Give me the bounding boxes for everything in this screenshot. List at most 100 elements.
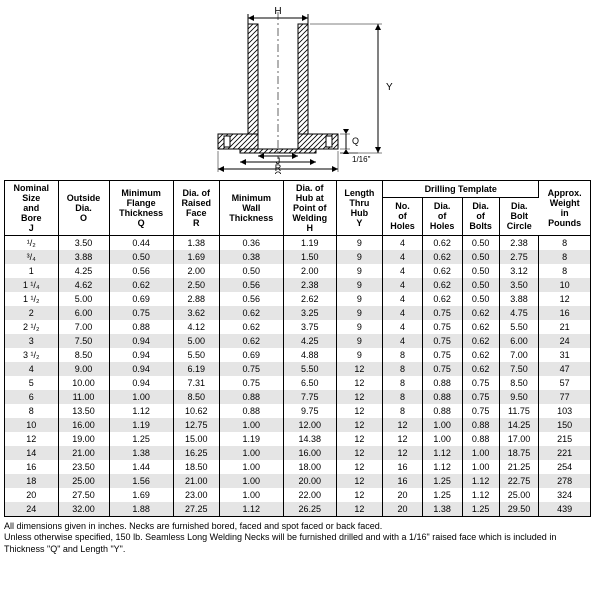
table-cell: 1.00 bbox=[219, 418, 283, 432]
table-cell: 254 bbox=[539, 460, 591, 474]
table-cell: 3.12 bbox=[499, 264, 539, 278]
table-cell: 0.94 bbox=[109, 348, 173, 362]
table-cell: 0.75 bbox=[462, 404, 499, 418]
table-cell: 2.00 bbox=[173, 264, 219, 278]
table-cell: 0.50 bbox=[219, 264, 283, 278]
table-cell: 439 bbox=[539, 502, 591, 517]
table-cell: 22.75 bbox=[499, 474, 539, 488]
table-cell: 1.50 bbox=[283, 250, 336, 264]
table-cell: 0.75 bbox=[219, 362, 283, 376]
table-cell: 23.50 bbox=[58, 460, 109, 474]
table-cell: 12 bbox=[336, 376, 383, 390]
table-cell: 11.75 bbox=[499, 404, 539, 418]
table-cell: 0.62 bbox=[219, 320, 283, 334]
table-cell: 2 bbox=[5, 306, 59, 320]
table-cell: 1.69 bbox=[173, 250, 219, 264]
table-cell: 278 bbox=[539, 474, 591, 488]
table-header: NominalSizeandBoreJ OutsideDia.O Minimum… bbox=[5, 181, 591, 236]
welding-neck-diagram: H Y Q 1/16" J R O bbox=[168, 4, 428, 174]
table-row: 813.501.1210.620.889.751280.880.7511.751… bbox=[5, 404, 591, 418]
table-cell: 0.69 bbox=[219, 348, 283, 362]
table-cell: 0.50 bbox=[109, 250, 173, 264]
table-cell: 8 bbox=[5, 404, 59, 418]
table-cell: 25.00 bbox=[499, 488, 539, 502]
table-cell: 2.38 bbox=[499, 236, 539, 251]
table-cell: 12 bbox=[336, 432, 383, 446]
table-cell: 15.00 bbox=[173, 432, 219, 446]
table-cell: 1.00 bbox=[422, 418, 462, 432]
table-cell: 13.50 bbox=[58, 404, 109, 418]
table-cell: 9.75 bbox=[283, 404, 336, 418]
table-cell: 18 bbox=[5, 474, 59, 488]
table-cell: 4 bbox=[5, 362, 59, 376]
table-cell: 9 bbox=[336, 278, 383, 292]
table-cell: 11.00 bbox=[58, 390, 109, 404]
table-cell: 0.50 bbox=[462, 250, 499, 264]
table-cell: 29.50 bbox=[499, 502, 539, 517]
table-row: ³/₄3.880.501.690.381.50940.620.502.758 bbox=[5, 250, 591, 264]
table-cell: 6 bbox=[5, 390, 59, 404]
table-cell: 12 bbox=[383, 432, 423, 446]
table-cell: 5.50 bbox=[283, 362, 336, 376]
table-cell: 2.00 bbox=[283, 264, 336, 278]
table-cell: 0.62 bbox=[422, 292, 462, 306]
table-cell: 1.00 bbox=[219, 488, 283, 502]
table-cell: 1.12 bbox=[422, 446, 462, 460]
table-cell: 103 bbox=[539, 404, 591, 418]
table-cell: 1 ¹/₂ bbox=[5, 292, 59, 306]
table-cell: 0.62 bbox=[422, 264, 462, 278]
table-cell: 150 bbox=[539, 418, 591, 432]
table-row: 14.250.562.000.502.00940.620.503.128 bbox=[5, 264, 591, 278]
table-cell: 1.12 bbox=[462, 488, 499, 502]
table-cell: 4 bbox=[383, 306, 423, 320]
footnote-2: Unless otherwise specified, 150 lb. Seam… bbox=[4, 532, 591, 555]
table-cell: 0.62 bbox=[462, 362, 499, 376]
table-cell: 0.75 bbox=[109, 306, 173, 320]
col-flange-thick: MinimumFlangeThicknessQ bbox=[109, 181, 173, 236]
label-raise: 1/16" bbox=[352, 155, 371, 164]
table-cell: 1.00 bbox=[219, 460, 283, 474]
table-cell: 0.75 bbox=[422, 362, 462, 376]
table-cell: 0.75 bbox=[462, 390, 499, 404]
table-cell: 9 bbox=[336, 306, 383, 320]
table-cell: 22.00 bbox=[283, 488, 336, 502]
col-raised-face: Dia. ofRaisedFaceR bbox=[173, 181, 219, 236]
table-cell: 6.19 bbox=[173, 362, 219, 376]
table-cell: 1.00 bbox=[219, 474, 283, 488]
table-cell: 12 bbox=[383, 418, 423, 432]
table-cell: 2.75 bbox=[499, 250, 539, 264]
table-cell: 215 bbox=[539, 432, 591, 446]
table-cell: 0.56 bbox=[219, 292, 283, 306]
table-cell: 221 bbox=[539, 446, 591, 460]
table-row: 1421.001.3816.251.0016.0012121.121.0018.… bbox=[5, 446, 591, 460]
table-row: 2 ¹/₂7.000.884.120.623.75940.750.625.502… bbox=[5, 320, 591, 334]
table-cell: 8.50 bbox=[58, 348, 109, 362]
table-cell: 4 bbox=[383, 334, 423, 348]
table-cell: 1.19 bbox=[219, 432, 283, 446]
table-cell: 7.50 bbox=[58, 334, 109, 348]
table-cell: 4.62 bbox=[58, 278, 109, 292]
table-cell: 4.12 bbox=[173, 320, 219, 334]
table-cell: 8 bbox=[539, 250, 591, 264]
table-cell: 0.88 bbox=[109, 320, 173, 334]
table-cell: 0.62 bbox=[422, 250, 462, 264]
table-cell: 16.25 bbox=[173, 446, 219, 460]
footnote-1: All dimensions given in inches. Necks ar… bbox=[4, 521, 591, 532]
table-cell: 0.88 bbox=[462, 418, 499, 432]
table-cell: 10.62 bbox=[173, 404, 219, 418]
label-h: H bbox=[274, 6, 281, 17]
table-row: 1825.001.5621.001.0020.0012161.251.1222.… bbox=[5, 474, 591, 488]
table-cell: 1.44 bbox=[109, 460, 173, 474]
col-no-holes: No.ofHoles bbox=[383, 197, 423, 236]
table-cell: 2.50 bbox=[173, 278, 219, 292]
table-cell: 16.00 bbox=[283, 446, 336, 460]
table-row: 26.000.753.620.623.25940.750.624.7516 bbox=[5, 306, 591, 320]
table-cell: 9 bbox=[336, 264, 383, 278]
table-cell: 9 bbox=[336, 236, 383, 251]
table-cell: 0.94 bbox=[109, 376, 173, 390]
table-cell: 1.69 bbox=[109, 488, 173, 502]
table-cell: 1 ¹/₄ bbox=[5, 278, 59, 292]
table-cell: 0.88 bbox=[219, 404, 283, 418]
label-q: Q bbox=[352, 136, 359, 146]
table-cell: 5 bbox=[5, 376, 59, 390]
